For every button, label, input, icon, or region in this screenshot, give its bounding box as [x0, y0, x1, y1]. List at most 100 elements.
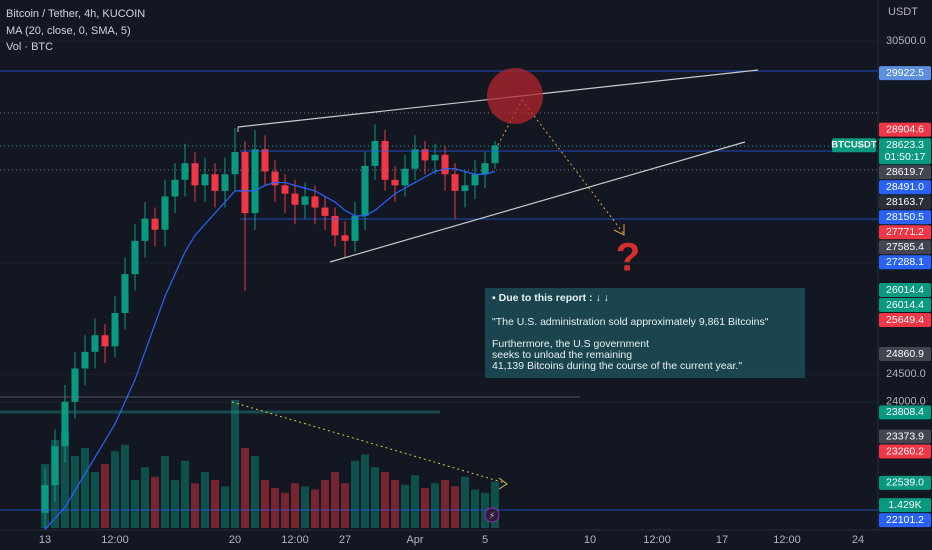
volume-bar [271, 488, 279, 528]
x-tick-label: 12:00 [281, 534, 309, 546]
price-badge-label: 26014.4 [886, 299, 924, 311]
price-badge-label: 28619.7 [886, 166, 924, 178]
candle-body [441, 154, 449, 175]
projection [521, 99, 625, 235]
volume-bar [161, 456, 169, 528]
price-badge-label: 28904.6 [886, 123, 924, 135]
annotation-line: 41,139 Bitcoins during the course of the… [492, 360, 742, 372]
volume-bar [491, 481, 499, 528]
annotation-box [485, 288, 805, 378]
volume-bar [301, 486, 309, 528]
price-badge [879, 405, 931, 420]
annotation-line: "The U.S. administration sold approximat… [492, 316, 769, 328]
x-tick-label: 12:00 [773, 534, 801, 546]
price-badge-label: 24860.9 [886, 348, 924, 360]
price-badge-label: 22539.0 [886, 477, 924, 489]
candles-layer [0, 40, 878, 530]
price-badge [879, 240, 931, 255]
volume-bar [261, 480, 269, 528]
volume-bar [191, 483, 199, 528]
y-tick-label: 30500.0 [886, 35, 926, 47]
price-badge [879, 475, 931, 490]
price-badge [879, 66, 931, 81]
volume-bar [451, 486, 459, 528]
x-tick-label: 24 [852, 534, 864, 546]
y-tick-label: 24500.0 [886, 368, 926, 380]
candle-body [181, 163, 189, 180]
volume-bar [431, 483, 439, 528]
volume-bar [141, 467, 149, 528]
price-badge-label: 28150.5 [886, 211, 924, 223]
candle-body [271, 171, 279, 186]
price-badge-label: 29922.5 [886, 67, 924, 79]
volume-bar [131, 480, 139, 528]
volume-bar [151, 476, 159, 528]
event-icon-glyph[interactable]: ⚡ [489, 510, 495, 520]
price-badge [879, 283, 931, 298]
x-tick-label: 12:00 [101, 534, 129, 546]
volume-bar [361, 454, 369, 528]
annotation-line: Furthermore, the U.S government [492, 338, 649, 350]
candle-body [91, 335, 99, 352]
volume-bar [61, 432, 69, 528]
candle-body [401, 168, 409, 186]
price-badge [879, 444, 931, 459]
price-badge [879, 429, 931, 444]
price-badge-label: 27288.1 [886, 256, 924, 268]
event-icon[interactable] [484, 507, 500, 523]
volume-bar [321, 480, 329, 528]
volume-bar [331, 472, 339, 528]
price-badge [879, 513, 931, 528]
volume-bar [291, 483, 299, 528]
price-badge [879, 180, 931, 195]
volume-bar [381, 472, 389, 528]
candle-body [301, 196, 309, 205]
candle-body [81, 351, 89, 369]
volume-bar [251, 456, 259, 528]
candle-body [471, 174, 479, 186]
price-badge-label: 27771.2 [886, 226, 924, 238]
candle-body [461, 185, 469, 191]
chart-title: Bitcoin / Tether, 4h, KUCOIN [6, 8, 145, 20]
volume-bar [411, 475, 419, 528]
price-badge-label: 27585.4 [886, 241, 924, 253]
price-badge-label: 23373.9 [886, 430, 924, 442]
symbol-badge [832, 138, 876, 153]
indicator-label: MA (20, close, 0, SMA, 5) [6, 25, 131, 37]
candle-body [311, 196, 319, 208]
volume-bar [351, 460, 359, 528]
candle-body [51, 446, 59, 486]
x-tick-label: 5 [482, 534, 488, 546]
candle-body [351, 215, 359, 241]
ma-line [44, 168, 496, 530]
question-mark: ? [616, 236, 640, 280]
volume-bar [461, 476, 469, 528]
candle-body [231, 152, 239, 175]
annotation-heading: ▪ Due to this report : ↓ ↓ [492, 292, 609, 304]
candle-body [391, 179, 399, 186]
candle-body [291, 193, 299, 205]
candle-body [331, 215, 339, 236]
x-tick-label: 20 [229, 534, 241, 546]
price-axis [878, 0, 932, 550]
candle-body [141, 218, 149, 241]
x-tick-label: 12:00 [643, 534, 671, 546]
price-badge [879, 210, 931, 225]
price-badge [879, 195, 931, 210]
countdown-label: 01:50:17 [885, 151, 926, 163]
volume-bar [181, 460, 189, 528]
volume-bar [311, 489, 319, 528]
price-badge [879, 498, 931, 513]
wedge-lower [329, 141, 746, 263]
price-badge-label: 23260.2 [886, 445, 924, 457]
price-badge [879, 298, 931, 313]
candle-body [411, 149, 419, 169]
volume-label: Vol · BTC [6, 41, 53, 53]
volume-bar [471, 489, 479, 528]
price-badge-label: 28163.7 [886, 196, 924, 208]
candle-body [361, 165, 369, 216]
